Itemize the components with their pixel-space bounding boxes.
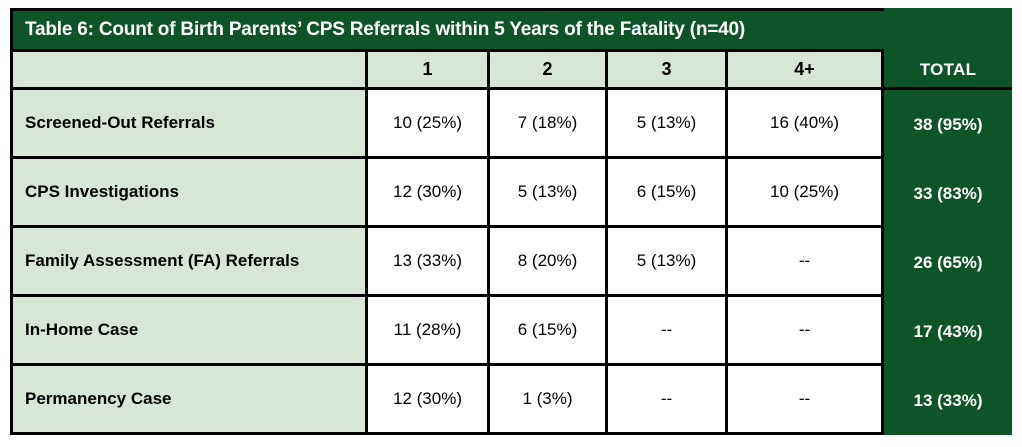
data-cell: 6 (15%) xyxy=(490,297,608,366)
data-cell: -- xyxy=(608,297,728,366)
data-cell: 10 (25%) xyxy=(368,90,490,159)
total-cell: 33 (83%) xyxy=(884,159,1012,228)
data-cell: 7 (18%) xyxy=(490,90,608,159)
total-cell: 26 (65%) xyxy=(884,228,1012,297)
row-label-family-assessment-referrals: Family Assessment (FA) Referrals xyxy=(10,228,368,297)
data-cell: -- xyxy=(608,366,728,435)
data-cell: 16 (40%) xyxy=(728,90,884,159)
data-cell: 1 (3%) xyxy=(490,366,608,435)
row-label-cps-investigations: CPS Investigations xyxy=(10,159,368,228)
row-label-screened-out-referrals: Screened-Out Referrals xyxy=(10,90,368,159)
row-label-in-home-case: In-Home Case xyxy=(10,297,368,366)
total-column-top-spacer xyxy=(884,8,1012,52)
data-cell: -- xyxy=(728,366,884,435)
data-cell: 12 (30%) xyxy=(368,159,490,228)
data-cell: 5 (13%) xyxy=(608,90,728,159)
header-cell-count-1: 1 xyxy=(368,52,490,90)
total-cell: 17 (43%) xyxy=(884,297,1012,366)
total-cell: 13 (33%) xyxy=(884,366,1012,435)
data-cell: 8 (20%) xyxy=(490,228,608,297)
data-cell: 5 (13%) xyxy=(490,159,608,228)
data-cell: 11 (28%) xyxy=(368,297,490,366)
data-cell: 10 (25%) xyxy=(728,159,884,228)
header-cell-blank xyxy=(10,52,368,90)
data-cell: 13 (33%) xyxy=(368,228,490,297)
header-cell-count-4plus: 4+ xyxy=(728,52,884,90)
data-cell: 6 (15%) xyxy=(608,159,728,228)
row-label-permanency-case: Permanency Case xyxy=(10,366,368,435)
cps-referrals-table: Table 6: Count of Birth Parents’ CPS Ref… xyxy=(10,8,1012,435)
total-cell: 38 (95%) xyxy=(884,90,1012,159)
data-cell: 5 (13%) xyxy=(608,228,728,297)
data-cell: 12 (30%) xyxy=(368,366,490,435)
table-title: Table 6: Count of Birth Parents’ CPS Ref… xyxy=(10,8,884,52)
header-cell-total: TOTAL xyxy=(884,52,1012,90)
header-cell-count-3: 3 xyxy=(608,52,728,90)
header-cell-count-2: 2 xyxy=(490,52,608,90)
data-cell: -- xyxy=(728,297,884,366)
data-cell: -- xyxy=(728,228,884,297)
